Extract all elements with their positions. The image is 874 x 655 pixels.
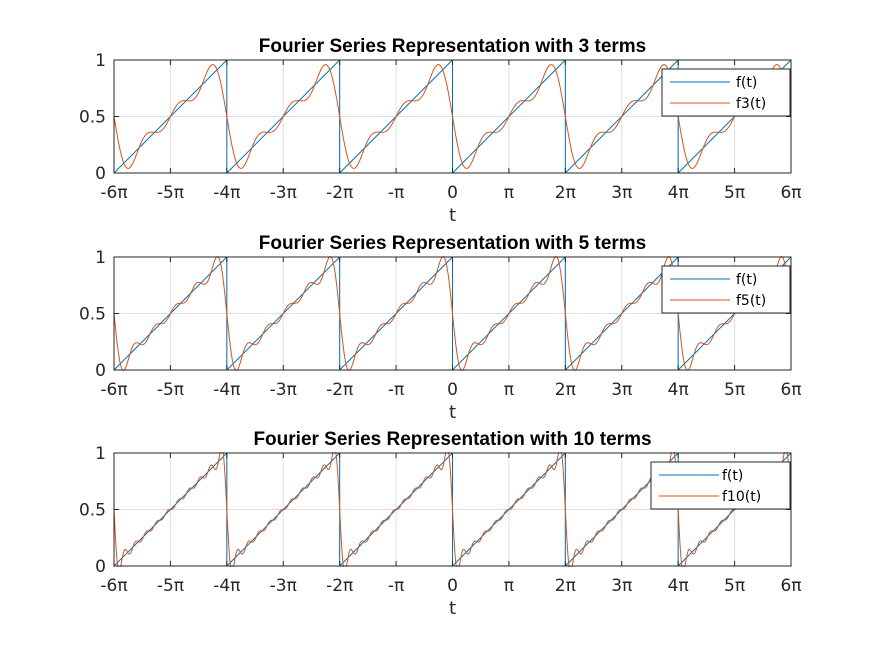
y-tick-label: 0 (95, 361, 106, 381)
subplot-title: Fourier Series Representation with 3 ter… (259, 36, 647, 57)
y-tick-label: 0 (95, 557, 106, 577)
subplot-title: Fourier Series Representation with 5 ter… (259, 233, 647, 254)
x-tick-label: -6π (100, 380, 127, 400)
x-tick-label: π (504, 183, 514, 203)
y-tick-label: 0 (95, 164, 106, 184)
x-tick-label: 6π (780, 576, 801, 596)
x-tick-label: 5π (724, 576, 745, 596)
legend-entry: f(t) (736, 75, 757, 91)
legend-box (661, 265, 791, 314)
x-tick-label: -π (388, 576, 404, 596)
subplot-title: Fourier Series Representation with 10 te… (253, 429, 651, 450)
x-axis-label: t (449, 598, 456, 619)
x-tick-label: 0 (447, 183, 458, 203)
x-tick-label: 5π (724, 183, 745, 203)
x-tick-label: 0 (447, 380, 458, 400)
x-tick-label: -4π (213, 183, 240, 203)
subplot-2: -6π -5π -4π -3π -2π -π 0 π 2π 3π 4π 5π 6π 0 0.5 1 Fourie… (79, 233, 802, 423)
x-tick-label: -6π (100, 576, 127, 596)
x-tick-label: 0 (447, 576, 458, 596)
x-tick-label: -π (388, 183, 404, 203)
x-tick-label: -4π (213, 380, 240, 400)
legend-box (661, 68, 791, 117)
legend-entry: f5(t) (736, 293, 766, 309)
legend-entry: f10(t) (722, 489, 761, 505)
x-tick-label: -2π (326, 183, 353, 203)
legend: f(t) f5(t) (661, 265, 791, 314)
legend: f(t) f3(t) (661, 68, 791, 117)
x-tick-label: 3π (611, 183, 632, 203)
x-tick-label: 6π (780, 380, 801, 400)
legend-entry: f(t) (722, 468, 743, 484)
x-tick-label: -3π (270, 576, 297, 596)
x-tick-label: 2π (555, 576, 576, 596)
legend: f(t) f10(t) (650, 461, 791, 510)
x-tick-label: -3π (270, 380, 297, 400)
x-tick-label: 5π (724, 380, 745, 400)
x-tick-label: 4π (668, 576, 689, 596)
y-tick-label: 1 (95, 444, 106, 464)
legend-box (650, 461, 791, 510)
x-tick-label: -2π (326, 576, 353, 596)
x-tick-label: -3π (270, 183, 297, 203)
subplot-3: -6π -5π -4π -3π -2π -π 0 π 2π 3π 4π 5π 6π 0 0.5 1 Fourie… (79, 429, 802, 619)
x-tick-label: 3π (611, 380, 632, 400)
x-tick-label: 3π (611, 576, 632, 596)
x-tick-label: -4π (213, 576, 240, 596)
y-tick-label: 1 (95, 248, 106, 268)
x-tick-label: π (504, 380, 514, 400)
x-tick-label: 4π (668, 380, 689, 400)
x-tick-label: 6π (780, 183, 801, 203)
x-tick-label: -π (388, 380, 404, 400)
x-axis-label: t (449, 402, 456, 423)
x-tick-label: -6π (100, 183, 127, 203)
legend-entry: f3(t) (736, 96, 766, 112)
y-tick-label: 1 (95, 51, 106, 71)
x-tick-label: 2π (555, 183, 576, 203)
y-tick-label: 0.5 (79, 108, 106, 128)
legend-entry: f(t) (736, 272, 757, 288)
x-tick-label: -5π (157, 576, 184, 596)
x-axis-label: t (449, 205, 456, 226)
x-tick-label: 2π (555, 380, 576, 400)
y-tick-label: 0.5 (79, 305, 106, 325)
x-tick-label: π (504, 576, 514, 596)
x-tick-label: -5π (157, 183, 184, 203)
subplot-1: -6π -5π -4π -3π -2π -π 0 π 2π 3π 4π 5π 6π 0 0.5 1 Fourie… (79, 36, 802, 226)
y-tick-label: 0.5 (79, 501, 106, 521)
x-tick-label: 4π (668, 183, 689, 203)
x-tick-label: -5π (157, 380, 184, 400)
x-tick-label: -2π (326, 380, 353, 400)
